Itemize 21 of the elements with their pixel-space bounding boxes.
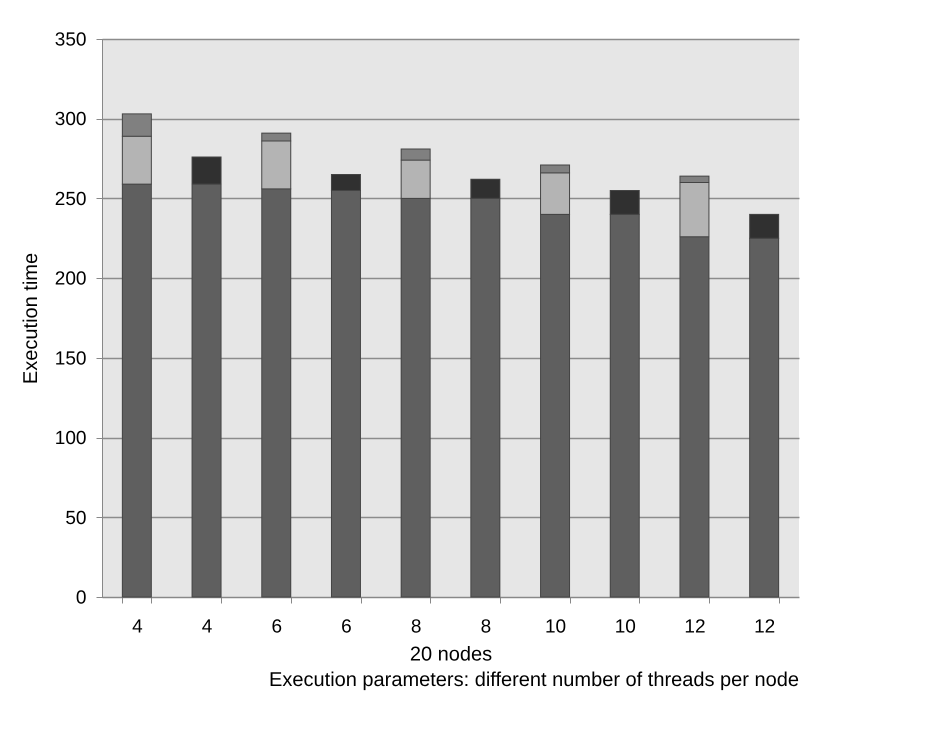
y-tick-label: 0 — [76, 588, 86, 608]
x-tick-label: 12 — [684, 616, 706, 638]
x-axis-title: 20 nodes — [410, 644, 492, 666]
x-tick-label: 4 — [202, 616, 213, 638]
x-tick-label: 12 — [754, 616, 776, 638]
y-tick-label: 250 — [54, 188, 86, 210]
y-tick-label: 100 — [54, 428, 86, 450]
x-tick-label: 8 — [410, 616, 422, 638]
y-tick-label: 50 — [65, 508, 86, 529]
y-tick-label: 300 — [54, 109, 86, 130]
x-tick-label: 4 — [132, 616, 144, 638]
y-tick-label: 150 — [54, 348, 86, 370]
x-tick-label: 8 — [480, 616, 492, 638]
text: Execution parameters: different number of threads per node — [269, 669, 799, 691]
y-axis-title: Execution time — [20, 252, 42, 384]
x-tick-label: 6 — [271, 616, 282, 638]
y-tick-label: 200 — [54, 268, 86, 290]
x-tick-label: 10 — [544, 616, 566, 638]
y-tick-label: 350 — [54, 30, 86, 50]
x-tick-label: 10 — [614, 616, 636, 638]
x-tick-label: 6 — [341, 616, 352, 638]
